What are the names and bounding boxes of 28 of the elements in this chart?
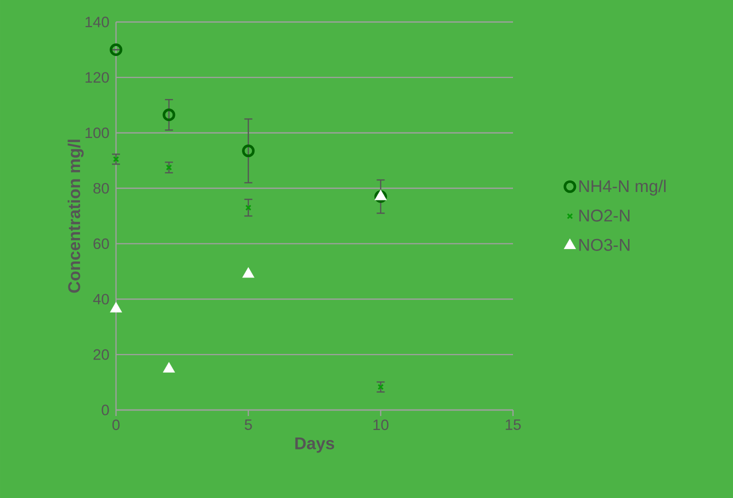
y-tick-label: 120 [86,72,109,83]
y-tick-label: 60 [94,238,109,250]
x-axis-title: Days [295,437,334,453]
y-tick-label: 100 [86,128,109,138]
point [242,267,254,278]
point [162,108,176,122]
legend-label: NO2-N [579,210,630,222]
x-tick-label: 0 [112,420,120,430]
point [110,302,122,312]
point [374,190,387,200]
y-tick-label: 40 [93,294,109,304]
point [242,144,255,158]
x-tick-label: 15 [506,420,521,430]
legend-label: NO3-N [579,238,630,251]
x-tick-label: 5 [244,420,252,430]
legend-label: NH4-N mg/l [579,180,666,196]
x-tick-label: 10 [373,420,388,430]
y-tick-label: 20 [94,349,109,360]
point [110,43,122,56]
y-tick-label: 0 [102,404,109,416]
point [166,164,172,171]
y-tick-label: 80 [93,182,109,194]
point [374,190,387,203]
y-axis-title: Concentration mg/l [68,140,84,293]
point [245,204,252,211]
y-tick-label: 140 [86,16,109,28]
point [162,362,176,373]
point [112,156,120,162]
